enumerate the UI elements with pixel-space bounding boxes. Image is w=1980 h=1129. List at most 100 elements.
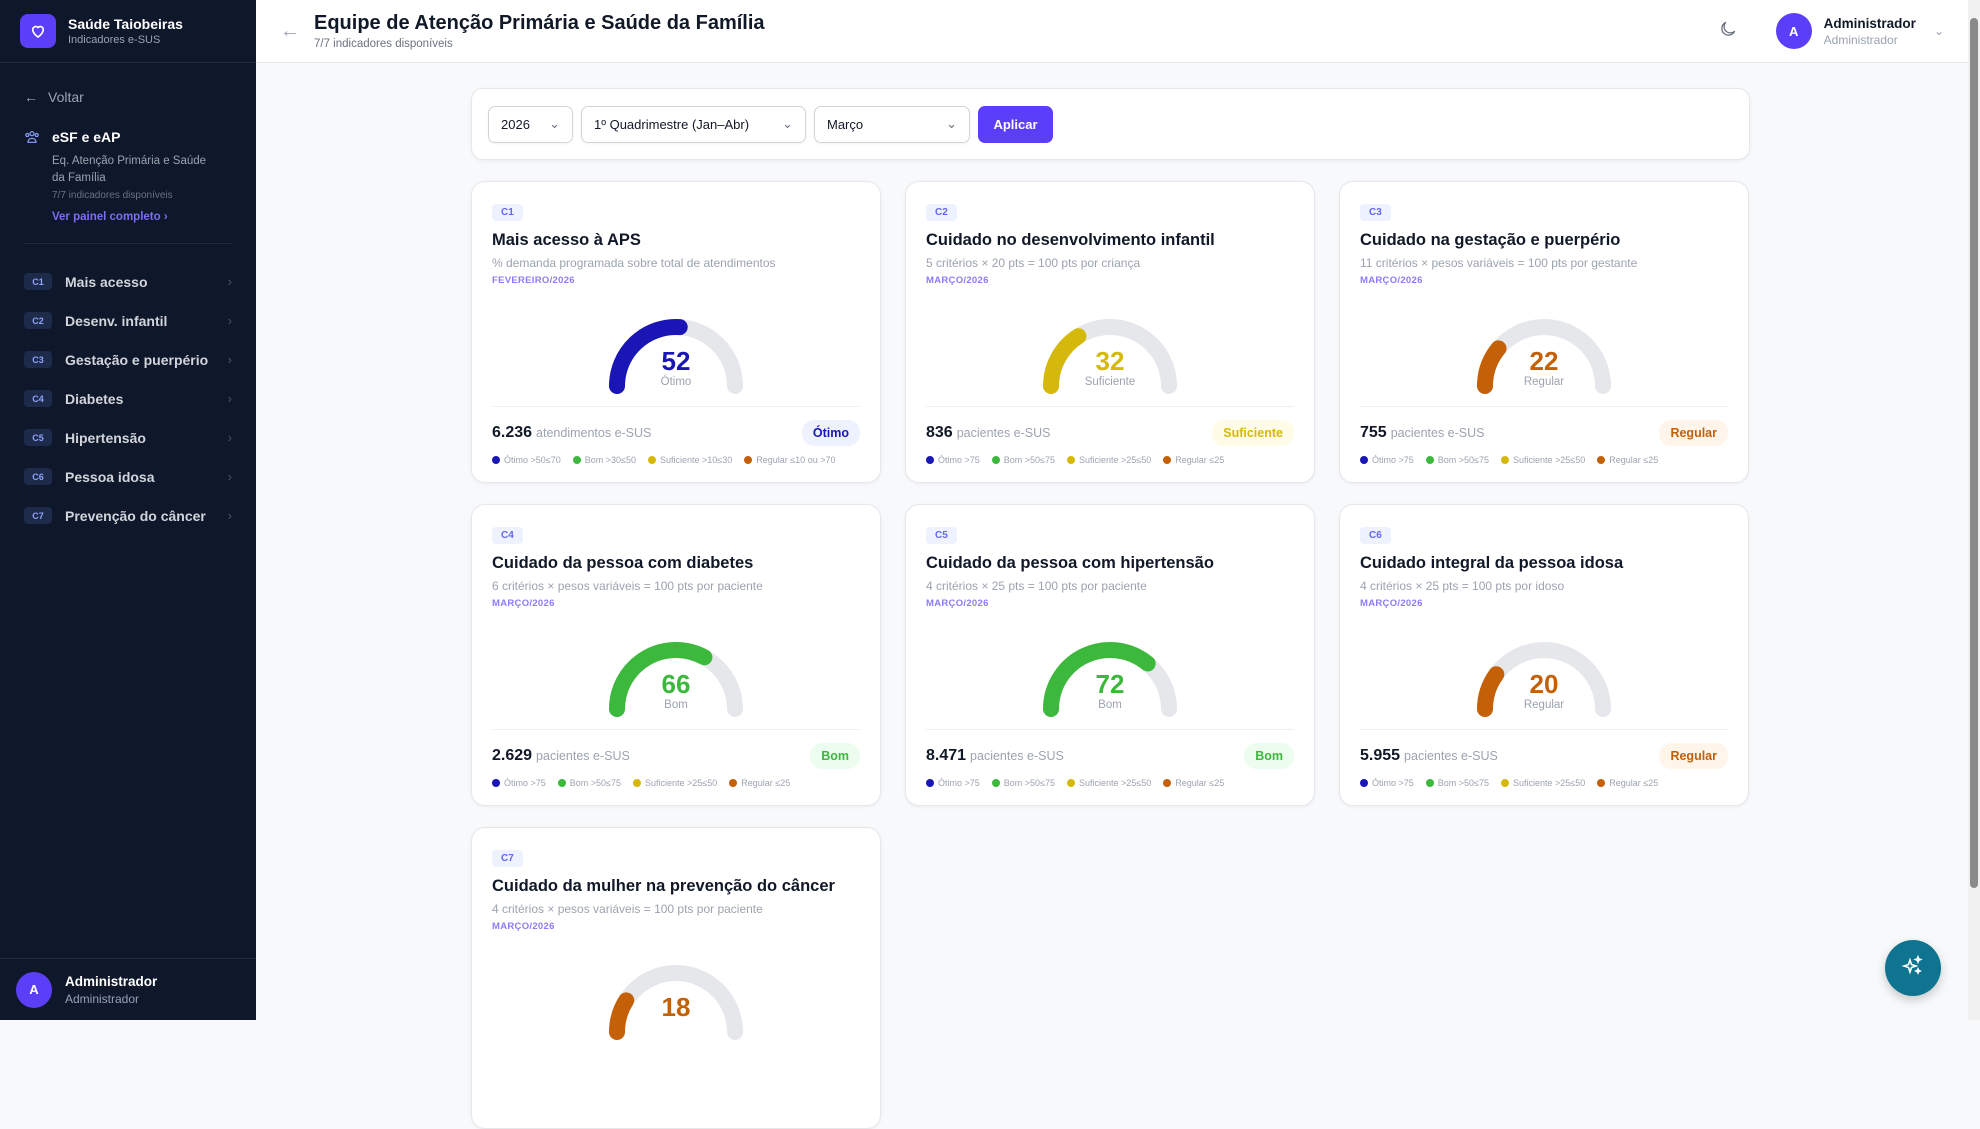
indicator-code: C3 (24, 351, 52, 368)
indicator-code-badge: C2 (926, 204, 957, 221)
divider (1360, 406, 1728, 407)
legend-item: Regular ≤25 (729, 778, 790, 788)
page-title: Equipe de Atenção Primária e Saúde da Fa… (314, 12, 765, 34)
moon-icon[interactable] (1718, 19, 1738, 44)
sidebar-item-c5[interactable]: C5 Hipertensão › (0, 418, 256, 457)
gauge-label: Suficiente (1084, 376, 1136, 388)
count-value: 8.471 (926, 747, 967, 764)
sidebar-item-c2[interactable]: C2 Desenv. infantil › (0, 301, 256, 340)
arrow-left-icon[interactable]: ← (280, 19, 300, 42)
period-select[interactable]: 1º Quadrimestre (Jan–Abr) ⌄ (581, 105, 806, 143)
legend-label: Ótimo >50≤70 (504, 455, 561, 465)
card-subtitle: 11 critérios × pesos variáveis = 100 pts… (1360, 256, 1638, 270)
legend-dot (1501, 779, 1510, 787)
legend-dot (1425, 779, 1434, 787)
gauge: 52 Ótimo (601, 314, 751, 396)
legend-dot (744, 456, 753, 464)
card-title: Cuidado da pessoa com diabetes (492, 554, 754, 572)
card-period: MARÇO/2026 (926, 275, 989, 286)
sidebar-item-c6[interactable]: C6 Pessoa idosa › (0, 457, 256, 496)
legend-label: Bom >50≤75 (1003, 455, 1056, 465)
count-unit: atendimentos e-SUS (536, 426, 652, 440)
arrow-left-icon: ← (24, 89, 38, 105)
avatar[interactable]: A (1775, 13, 1812, 49)
indicator-card-c4[interactable]: C4 Cuidado da pessoa com diabetes 6 crit… (471, 504, 881, 806)
year-value: 2026 (501, 116, 530, 132)
brand[interactable]: Saúde Taiobeiras Indicadores e-SUS (0, 0, 256, 63)
indicator-card-c5[interactable]: C5 Cuidado da pessoa com hipertensão 4 c… (905, 504, 1315, 806)
scrollbar[interactable] (1968, 0, 1980, 1020)
status-badge: Regular (1659, 420, 1728, 446)
gauge-value: 18 (661, 992, 691, 1022)
legend-label: Bom >50≤75 (1437, 455, 1490, 465)
sidebar-item-label: Desenv. infantil (65, 312, 168, 329)
legend-item: Regular ≤25 (1597, 455, 1658, 465)
legend-label: Regular ≤25 (1175, 778, 1225, 788)
legend-dot (1067, 779, 1076, 787)
legend-dot (991, 456, 1000, 464)
gauge-fill (609, 642, 713, 717)
scrollbar-thumb[interactable] (1970, 18, 1978, 888)
sidebar-item-label: Diabetes (65, 390, 124, 407)
legend-label: Ótimo >75 (938, 455, 980, 465)
legend-dot (1067, 456, 1076, 464)
sidebar-item-c1[interactable]: C1 Mais acesso › (0, 262, 256, 301)
indicator-code-badge: C3 (1360, 204, 1391, 221)
ai-assistant-button[interactable] (1885, 940, 1941, 996)
indicator-card-c6[interactable]: C6 Cuidado integral da pessoa idosa 4 cr… (1339, 504, 1749, 806)
sidebar-item-c4[interactable]: C4 Diabetes › (0, 379, 256, 418)
card-period: FEVEREIRO/2026 (492, 275, 575, 286)
sidebar-user[interactable]: A Administrador Administrador (0, 958, 256, 1020)
legend-item: Ótimo >75 (926, 778, 980, 788)
brand-title: Saúde Taiobeiras (68, 16, 183, 32)
back-link[interactable]: ← Voltar (0, 89, 256, 105)
chevron-right-icon: › (227, 352, 232, 367)
gauge-fill (1477, 666, 1505, 717)
indicator-card-c7[interactable]: C7 Cuidado da mulher na prevenção do cân… (471, 827, 881, 1129)
legend-dot (926, 456, 934, 464)
chevron-right-icon: › (227, 469, 232, 484)
gauge-fill (1043, 642, 1156, 717)
gauge-label: Regular (1523, 699, 1565, 711)
legend-dot (1597, 779, 1606, 787)
gauge-label: Bom (1098, 699, 1122, 711)
indicator-card-c2[interactable]: C2 Cuidado no desenvolvimento infantil 5… (905, 181, 1315, 483)
users-icon (24, 129, 40, 223)
count-value: 5.955 (1360, 747, 1401, 764)
view-full-panel-link[interactable]: Ver painel completo › (52, 211, 222, 223)
legend-label: Suficiente >25≤50 (1079, 778, 1152, 788)
sidebar-item-c3[interactable]: C3 Gestação e puerpério › (0, 340, 256, 379)
month-value: Março (827, 116, 864, 132)
sidebar-item-c7[interactable]: C7 Prevenção do câncer › (0, 496, 256, 535)
legend: Ótimo >75 Bom >50≤75 Suficiente >25≤50 Regu… (1360, 455, 1728, 465)
year-select[interactable]: 2026 ⌄ (488, 105, 573, 143)
card-title: Cuidado da mulher na prevenção do câncer (492, 877, 835, 895)
user-role: Administrador (1823, 32, 1898, 47)
legend: Ótimo >75 Bom >50≤75 Suficiente >25≤50 Regu… (492, 778, 860, 788)
card-title: Cuidado da pessoa com hipertensão (926, 554, 1214, 572)
indicator-card-c3[interactable]: C3 Cuidado na gestação e puerpério 11 cr… (1339, 181, 1749, 483)
legend: Ótimo >75 Bom >50≤75 Suficiente >25≤50 Regu… (926, 778, 1294, 788)
page-subtitle: 7/7 indicadores disponíveis (314, 38, 453, 50)
divider (1360, 729, 1728, 730)
gauge-value: 32 (1095, 346, 1125, 376)
count-value: 755 (1360, 424, 1387, 441)
heart-icon (20, 14, 56, 48)
card-subtitle: 4 critérios × 25 pts = 100 pts por pacie… (926, 579, 1147, 593)
link-label: Ver painel completo (52, 211, 161, 223)
legend-item: Regular ≤25 (1163, 778, 1224, 788)
indicator-card-c1[interactable]: C1 Mais acesso à APS % demanda programad… (471, 181, 881, 483)
legend-item: Ótimo >75 (1360, 455, 1414, 465)
chevron-down-icon[interactable]: ⌄ (1933, 24, 1944, 38)
card-title: Cuidado integral da pessoa idosa (1360, 554, 1624, 572)
legend-item: Ótimo >75 (1360, 778, 1414, 788)
chevron-right-icon: › (163, 211, 168, 223)
month-select[interactable]: Março ⌄ (814, 105, 970, 143)
card-subtitle: 4 critérios × 25 pts = 100 pts por idoso (1360, 579, 1565, 593)
apply-button[interactable]: Aplicar (978, 105, 1053, 143)
legend-label: Suficiente >25≤50 (1079, 455, 1152, 465)
divider (492, 729, 860, 730)
legend-dot (1360, 779, 1368, 787)
group-count: 7/7 indicadores disponíveis (52, 190, 173, 201)
legend-label: Suficiente >25≤50 (1513, 455, 1586, 465)
